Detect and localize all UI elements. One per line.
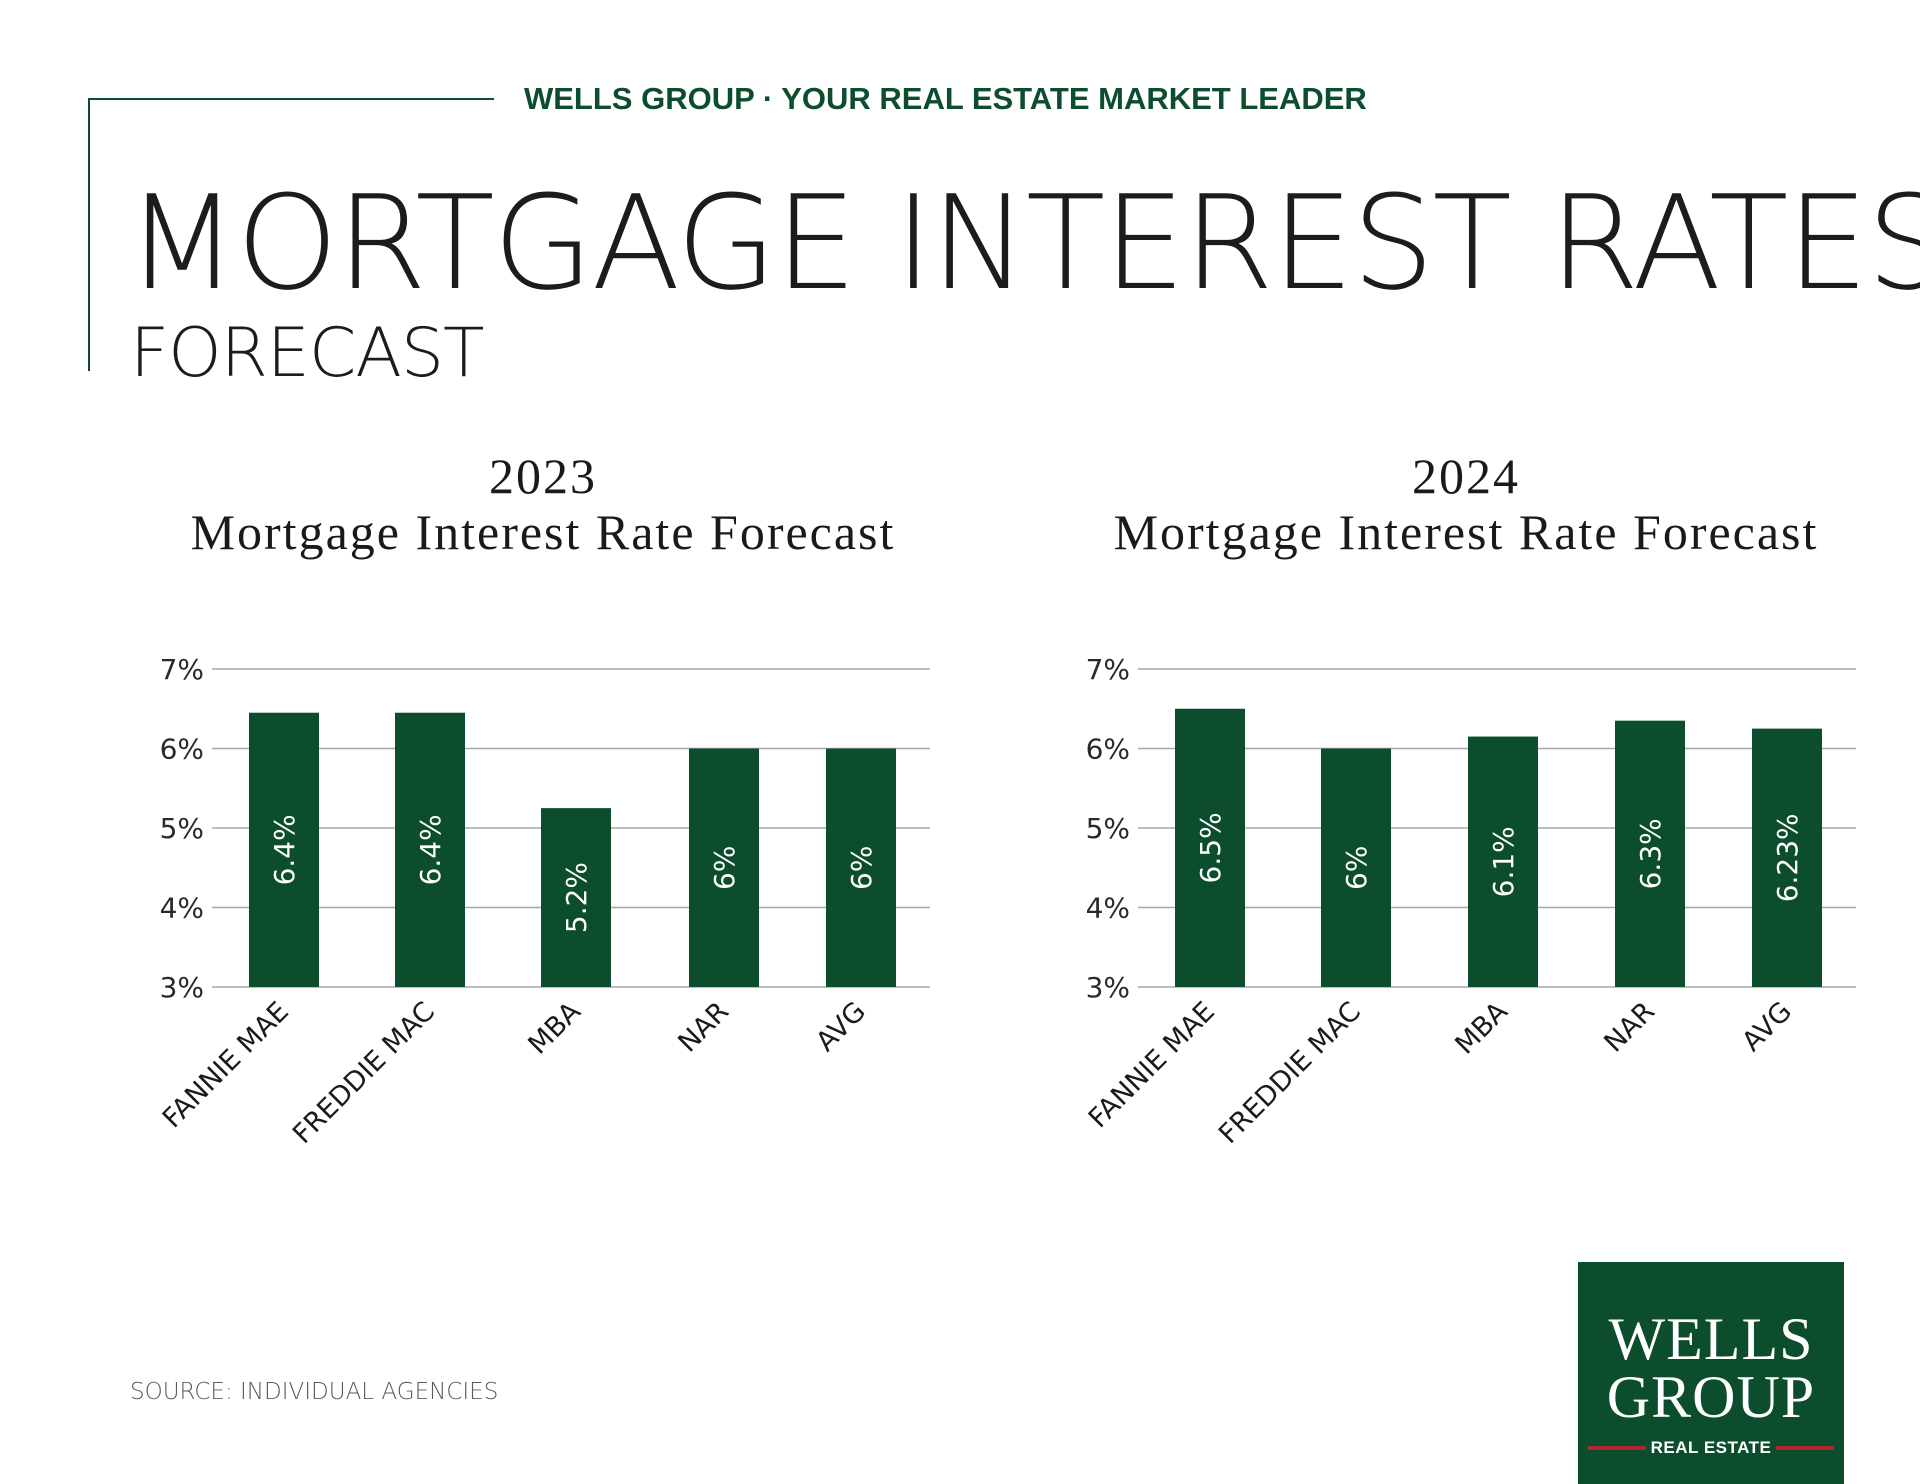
- x-category-label-2024-1: FANNIE MAE: [1083, 996, 1221, 1134]
- x-category-label-2024-3: MBA: [1449, 996, 1514, 1061]
- bar-2023-2: [395, 712, 465, 987]
- bar-2024-4: [1615, 720, 1685, 987]
- x-category-label-2024-2: FREDDIE MAC: [1213, 996, 1367, 1150]
- page-title: MORTGAGE INTEREST RATES: [126, 167, 1920, 319]
- bar-value-label-2024-5: 6.23%: [1771, 813, 1804, 902]
- chart-name-2023: Mortgage Interest Rate Forecast: [190, 504, 896, 560]
- bar-2023-5: [826, 748, 896, 987]
- y-tick-label-2023-7: 7%: [160, 653, 204, 686]
- bar-2024-1: [1175, 708, 1245, 987]
- chart-title-2023: 2023 Mortgage Interest Rate Forecast: [143, 448, 943, 560]
- chart-year-2024: 2024: [1412, 448, 1520, 504]
- logo-accent-bar-left: [1588, 1446, 1646, 1450]
- bar-value-label-2024-1: 6.5%: [1194, 812, 1227, 883]
- y-tick-label-2024-3: 3%: [1086, 971, 1130, 1004]
- x-category-label-2023-4: NAR: [672, 996, 735, 1059]
- y-tick-label-2024-4: 4%: [1086, 892, 1130, 925]
- x-category-label-2023-1: FANNIE MAE: [157, 996, 295, 1134]
- y-tick-label-2023-4: 4%: [160, 892, 204, 925]
- x-category-label-2023-2: FREDDIE MAC: [287, 996, 441, 1150]
- y-tick-label-2024-6: 6%: [1086, 733, 1130, 766]
- bar-2023-1: [249, 712, 319, 987]
- tagline: WELLS GROUP · YOUR REAL ESTATE MARKET LE…: [524, 81, 1367, 116]
- logo-line-real-estate: REAL ESTATE: [1650, 1438, 1772, 1457]
- bar-value-label-2023-4: 6%: [708, 846, 741, 890]
- y-tick-label-2023-6: 6%: [160, 733, 204, 766]
- bar-value-label-2024-2: 6%: [1340, 846, 1373, 890]
- bar-2024-3: [1468, 736, 1538, 987]
- bar-2023-3: [541, 808, 611, 987]
- logo-accent-bar-right: [1776, 1446, 1834, 1450]
- x-category-label-2023-3: MBA: [522, 996, 587, 1061]
- x-category-label-2024-5: AVG: [1736, 996, 1798, 1058]
- frame-line-horizontal: [88, 98, 494, 100]
- source-note: SOURCE: INDIVIDUAL AGENCIES: [130, 1379, 499, 1405]
- y-tick-label-2024-5: 5%: [1086, 812, 1130, 845]
- x-category-label-2023-5: AVG: [810, 996, 872, 1058]
- bar-value-label-2023-2: 6.4%: [414, 814, 447, 885]
- logo-line-wells: WELLS: [1608, 1306, 1814, 1372]
- bar-value-label-2024-3: 6.1%: [1487, 826, 1520, 897]
- page-subtitle: FORECAST: [130, 314, 485, 393]
- logo-line-group: GROUP: [1606, 1364, 1816, 1430]
- chart-year-2023: 2023: [489, 448, 597, 504]
- bar-2023-4: [689, 748, 759, 987]
- wells-group-logo: WELLS GROUP REAL ESTATE: [1578, 1262, 1844, 1484]
- chart-title-2024: 2024 Mortgage Interest Rate Forecast: [1066, 448, 1866, 560]
- bar-value-label-2023-3: 5.2%: [560, 862, 593, 933]
- y-tick-label-2023-3: 3%: [160, 971, 204, 1004]
- y-tick-label-2024-7: 7%: [1086, 653, 1130, 686]
- bar-2024-5: [1752, 728, 1822, 987]
- bar-value-label-2024-4: 6.3%: [1634, 818, 1667, 889]
- x-category-label-2024-4: NAR: [1598, 996, 1661, 1059]
- bar-value-label-2023-1: 6.4%: [268, 814, 301, 885]
- bar-2024-2: [1321, 748, 1391, 987]
- bar-value-label-2023-5: 6%: [845, 846, 878, 890]
- frame-line-vertical: [88, 98, 90, 371]
- chart-name-2024: Mortgage Interest Rate Forecast: [1113, 504, 1819, 560]
- y-tick-label-2023-5: 5%: [160, 812, 204, 845]
